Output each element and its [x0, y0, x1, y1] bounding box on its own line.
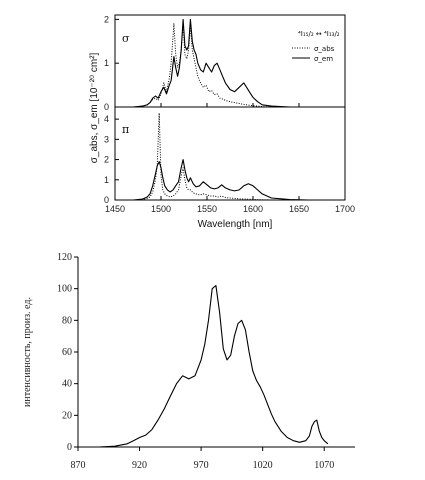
legend-entry-em: σ_em — [314, 55, 333, 63]
intensity-x-tick-label-1: 920 — [132, 460, 147, 471]
x-tick-label-0: 1450 — [105, 204, 125, 214]
y-tick-label-2: 2 — [104, 14, 109, 24]
y-tick-label-0: 0 — [67, 442, 72, 453]
legend: ⁴I₁₅/₂ ↔ ⁴I₁₃/₂ σ_abs σ_em — [292, 30, 340, 63]
x-tick-label-3: 1600 — [243, 204, 263, 214]
intensity-chart: 0 20 40 60 80 100 120 870 920 970 1020 1070 — [57, 252, 355, 471]
intensity-y-axis-label: интенсивность, произ. ед. — [22, 297, 33, 407]
legend-title: ⁴I₁₅/₂ ↔ ⁴I₁₃/₂ — [298, 30, 340, 38]
legend-entry-abs: σ_abs — [314, 45, 335, 53]
y-tick-label-5: 100 — [57, 284, 72, 295]
x-tick-label-2: 1550 — [197, 204, 217, 214]
x-tick-label-5: 1700 — [335, 204, 355, 214]
y-axis-label: σ_abs, σ_em [10⁻²⁰ cm²] — [89, 53, 100, 164]
pi-panel: 0 1 2 3 4 1450 1500 1550 1600 1650 1700 — [104, 106, 355, 214]
y-tick-label-4: 80 — [62, 315, 72, 326]
y-tick-label-6: 120 — [57, 252, 72, 263]
y-tick-label-0: 0 — [104, 195, 109, 205]
x-axis-label: Wavelength [nm] — [198, 219, 273, 230]
y-tick-label-0: 0 — [104, 102, 109, 112]
y-tick-label-2: 40 — [62, 379, 72, 390]
y-tick-label-1: 1 — [104, 58, 109, 68]
y-tick-label-3: 3 — [104, 134, 109, 144]
series-line-abs-0 — [124, 23, 309, 108]
pi-panel-frame — [114, 106, 346, 201]
series-line-abs-0 — [124, 112, 309, 201]
sigma-panel-frame — [114, 14, 346, 108]
intensity-x-tick-label-3: 1020 — [253, 460, 273, 471]
y-tick-label-1: 1 — [104, 175, 109, 185]
y-tick-label-4: 4 — [104, 114, 109, 124]
y-tick-label-2: 2 — [104, 155, 109, 165]
x-tick-label-1: 1500 — [151, 204, 171, 214]
y-tick-label-1: 20 — [62, 410, 72, 421]
y-tick-label-3: 60 — [62, 347, 72, 358]
x-tick-label-4: 1650 — [289, 204, 309, 214]
series-line-em-1 — [124, 18, 309, 108]
intensity-x-tick-label-2: 970 — [194, 460, 209, 471]
intensity-x-tick-label-4: 1070 — [314, 460, 334, 471]
series-line-intensity-0 — [98, 284, 329, 448]
sigma-panel-label: σ — [122, 32, 130, 45]
intensity-x-tick-label-0: 870 — [71, 460, 86, 471]
series-line-em-1 — [124, 159, 309, 201]
pi-panel-label: π — [122, 123, 129, 136]
